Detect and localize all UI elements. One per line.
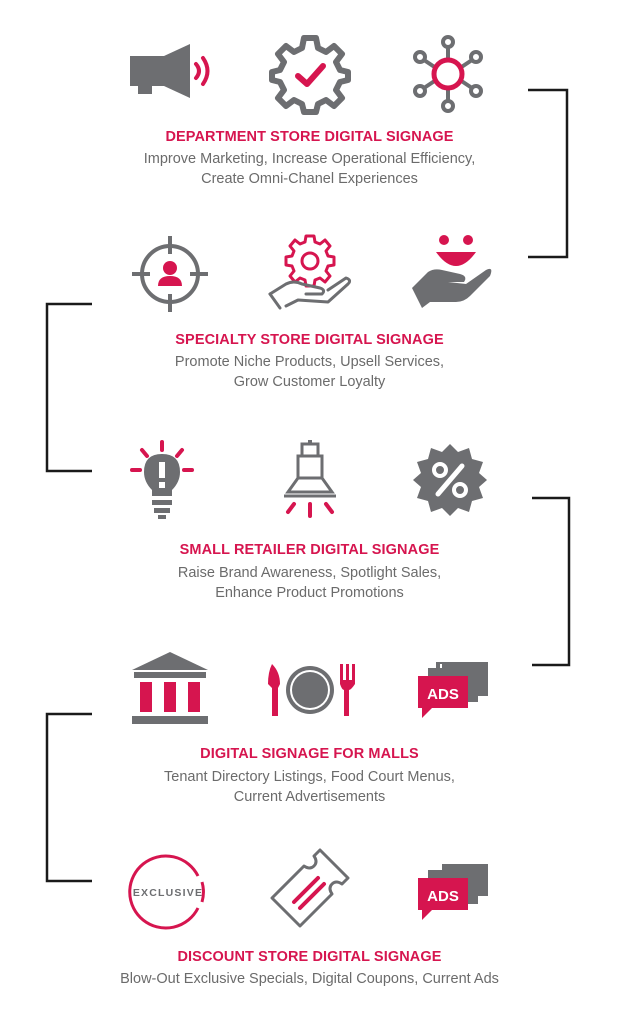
plate-cutlery-icon <box>266 662 356 718</box>
section-title: DIGITAL SIGNAGE FOR MALLS <box>200 746 419 762</box>
ads-icon: ADS <box>412 660 492 722</box>
section-description-line-2: Enhance Product Promotions <box>215 585 404 601</box>
gear-check-icon <box>269 34 351 115</box>
lightbulb-idea-icon <box>130 440 194 520</box>
ads-icon: ADS <box>412 862 492 924</box>
megaphone-icon <box>128 42 213 102</box>
section-description-line-2: Create Omni-Chanel Experiences <box>201 171 418 187</box>
exclusive-badge-icon: EXCLUSIVE <box>128 852 208 932</box>
section-description-line-1: Improve Marketing, Increase Operational … <box>143 151 476 167</box>
target-person-icon <box>130 234 210 314</box>
section-description-line-1: Tenant Directory Listings, Food Court Me… <box>164 769 455 785</box>
section-description-line-2: Current Advertisements <box>233 789 386 805</box>
bracket-left-1 <box>45 302 92 473</box>
coupon-ticket-icon <box>268 846 352 930</box>
section-title: SPECIALTY STORE DIGITAL SIGNAGE <box>175 332 444 348</box>
hand-gear-icon <box>268 232 352 312</box>
ads-label: ADS <box>427 686 459 703</box>
section-description-line-1: Raise Brand Awareness, Spotlight Sales, <box>177 565 442 581</box>
bracket-right-1 <box>528 88 569 259</box>
percent-badge-icon <box>412 442 488 518</box>
section-description-line-1: Blow-Out Exclusive Specials, Digital Cou… <box>120 971 499 987</box>
section-description-line-1: Promote Niche Products, Upsell Services, <box>174 354 445 370</box>
exclusive-label: EXCLUSIVE <box>133 887 203 899</box>
bracket-left-2 <box>45 712 92 883</box>
building-icon <box>130 650 210 726</box>
section-title: DEPARTMENT STORE DIGITAL SIGNAGE <box>165 129 454 145</box>
network-hub-icon <box>412 35 484 113</box>
section-title: SMALL RETAILER DIGITAL SIGNAGE <box>179 542 440 558</box>
section-description-line-2: Grow Customer Loyalty <box>233 374 386 390</box>
hand-smile-icon <box>410 232 494 308</box>
spotlight-icon <box>280 440 340 520</box>
bracket-right-2 <box>532 496 571 667</box>
section-title: DISCOUNT STORE DIGITAL SIGNAGE <box>177 949 442 965</box>
ads-label: ADS <box>427 888 459 905</box>
